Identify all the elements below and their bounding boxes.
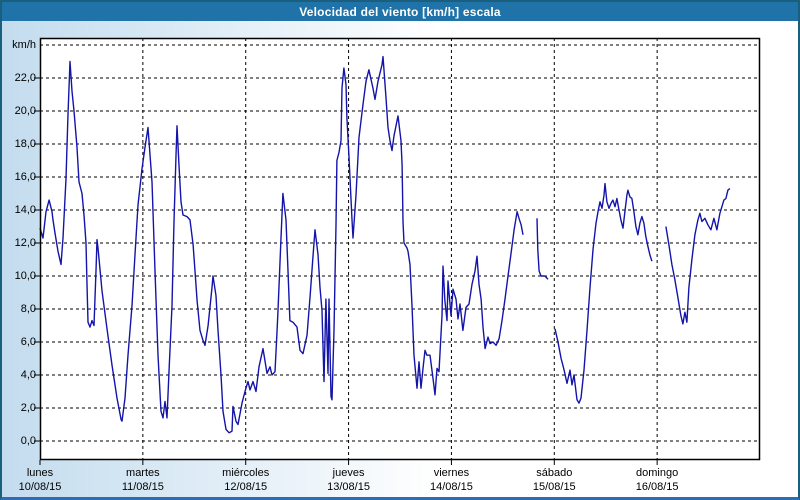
plot-area (34, 37, 761, 465)
wind-speed-line (39, 55, 524, 434)
day-date: 13/08/15 (327, 481, 370, 493)
chart-title-bar: Velocidad del viento [km/h] escala (2, 2, 798, 21)
chart-title: Velocidad del viento [km/h] escala (299, 4, 501, 19)
y-tick-label: 18,0 (14, 138, 36, 150)
day-date: 12/08/15 (224, 481, 268, 493)
x-tick-label-sábado: sábado 15/08/15 (509, 467, 599, 494)
day-name: sábado (536, 467, 573, 479)
day-date: 16/08/15 (635, 481, 679, 493)
day-name: miércoles (222, 467, 270, 479)
y-tick-label: 2,0 (20, 402, 36, 414)
y-tick-label: 0,0 (20, 435, 36, 447)
x-tick-label-martes: martes 11/08/15 (98, 467, 188, 494)
y-axis-unit-label: km/h (12, 39, 36, 51)
y-tick-label: 14,0 (14, 204, 36, 216)
day-date: 14/08/15 (430, 481, 473, 493)
y-tick-label: 16,0 (14, 171, 36, 183)
x-tick-label-lunes: lunes 10/08/15 (2, 467, 85, 494)
x-tick-label-miércoles: miércoles 12/08/15 (201, 467, 291, 494)
x-tick-label-viernes: viernes 14/08/15 (406, 467, 496, 494)
day-name: jueves (332, 467, 365, 479)
wind-speed-line (554, 182, 653, 404)
y-tick-label: 20,0 (14, 105, 36, 117)
day-name: martes (126, 467, 160, 479)
chart-panel: km/h 0,0 2,0 4,0 6,0 8,0 10,0 12,0 14,0 16,0 18,0… (2, 21, 798, 497)
day-name: domingo (636, 467, 679, 479)
y-tick-label: 6,0 (20, 336, 36, 348)
day-name: lunes (26, 467, 54, 479)
wind-speed-line (536, 218, 549, 280)
y-tick-label: 22,0 (14, 72, 36, 84)
day-date: 15/08/15 (532, 481, 576, 493)
day-date: 11/08/15 (121, 481, 164, 493)
day-date: 10/08/15 (18, 481, 62, 493)
y-tick-label: 12,0 (14, 237, 36, 249)
wind-speed-line (665, 187, 731, 325)
y-tick-label: 4,0 (20, 369, 36, 381)
plot-border (39, 37, 761, 461)
plot-background (40, 38, 760, 460)
y-tick-label: 8,0 (20, 303, 36, 315)
x-tick-label-jueves: jueves 13/08/15 (304, 467, 394, 494)
y-tick-label: 10,0 (14, 270, 36, 282)
day-name: viernes (433, 467, 470, 479)
x-tick-label-domingo: domingo 16/08/15 (612, 467, 702, 494)
